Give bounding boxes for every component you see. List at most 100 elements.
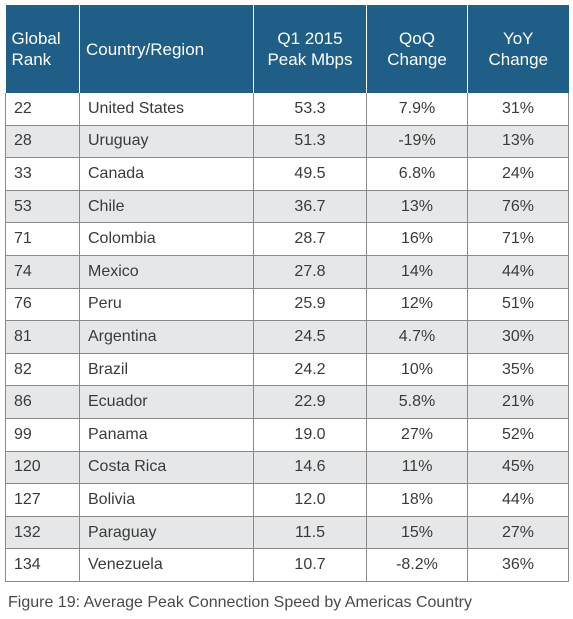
table-row: 22 United States 53.3 7.9% 31% bbox=[5, 93, 569, 126]
cell-peak-mbps: 10.7 bbox=[253, 548, 367, 582]
header-global-rank: Global Rank bbox=[5, 5, 80, 93]
cell-qoq-change: 6.8% bbox=[366, 157, 468, 191]
cell-peak-mbps: 53.3 bbox=[253, 93, 367, 126]
table-row: 82 Brazil 24.2 10% 35% bbox=[5, 353, 569, 387]
table-row: 74 Mexico 27.8 14% 44% bbox=[5, 255, 569, 289]
cell-yoy-change: 30% bbox=[467, 320, 569, 354]
table-row: 53 Chile 36.7 13% 76% bbox=[5, 190, 569, 224]
cell-qoq-change: 4.7% bbox=[366, 320, 468, 354]
cell-country: Bolivia bbox=[79, 483, 254, 517]
cell-country: Colombia bbox=[79, 222, 254, 256]
table-row: 86 Ecuador 22.9 5.8% 21% bbox=[5, 385, 569, 419]
table-row: 120 Costa Rica 14.6 11% 45% bbox=[5, 451, 569, 485]
table-row: 81 Argentina 24.5 4.7% 30% bbox=[5, 320, 569, 354]
header-country-region: Country/Region bbox=[79, 5, 254, 93]
cell-country: Paraguay bbox=[79, 516, 254, 550]
cell-global-rank: 127 bbox=[5, 483, 80, 517]
table-row: 134 Venezuela 10.7 -8.2% 36% bbox=[5, 548, 569, 582]
cell-yoy-change: 44% bbox=[467, 255, 569, 289]
cell-country: Peru bbox=[79, 288, 254, 322]
table-row: 76 Peru 25.9 12% 51% bbox=[5, 288, 569, 322]
cell-country: Uruguay bbox=[79, 125, 254, 159]
cell-country: Costa Rica bbox=[79, 451, 254, 485]
cell-global-rank: 132 bbox=[5, 516, 80, 550]
cell-yoy-change: 44% bbox=[467, 483, 569, 517]
cell-qoq-change: 16% bbox=[366, 222, 468, 256]
cell-qoq-change: 5.8% bbox=[366, 385, 468, 419]
cell-yoy-change: 13% bbox=[467, 125, 569, 159]
cell-yoy-change: 27% bbox=[467, 516, 569, 550]
cell-qoq-change: -8.2% bbox=[366, 548, 468, 582]
cell-global-rank: 22 bbox=[5, 93, 80, 126]
cell-yoy-change: 51% bbox=[467, 288, 569, 322]
cell-yoy-change: 52% bbox=[467, 418, 569, 452]
cell-global-rank: 76 bbox=[5, 288, 80, 322]
cell-global-rank: 71 bbox=[5, 222, 80, 256]
cell-country: Brazil bbox=[79, 353, 254, 387]
cell-yoy-change: 31% bbox=[467, 93, 569, 126]
cell-yoy-change: 71% bbox=[467, 222, 569, 256]
cell-country: Ecuador bbox=[79, 385, 254, 419]
cell-peak-mbps: 25.9 bbox=[253, 288, 367, 322]
cell-qoq-change: 18% bbox=[366, 483, 468, 517]
table-row: 71 Colombia 28.7 16% 71% bbox=[5, 222, 569, 256]
table-body: 22 United States 53.3 7.9% 31% 28 Uruguay 51.3-… bbox=[5, 93, 569, 582]
cell-qoq-change: 12% bbox=[366, 288, 468, 322]
cell-global-rank: 81 bbox=[5, 320, 80, 354]
cell-country: United States bbox=[79, 93, 254, 126]
cell-global-rank: 33 bbox=[5, 157, 80, 191]
cell-global-rank: 134 bbox=[5, 548, 80, 582]
cell-peak-mbps: 51.3 bbox=[253, 125, 367, 159]
cell-qoq-change: 14% bbox=[366, 255, 468, 289]
table-row: 33 Canada 49.5 6.8% 24% bbox=[5, 157, 569, 191]
cell-peak-mbps: 12.0 bbox=[253, 483, 367, 517]
cell-yoy-change: 24% bbox=[467, 157, 569, 191]
header-qoq-change: QoQ Change bbox=[366, 5, 468, 93]
cell-global-rank: 74 bbox=[5, 255, 80, 289]
cell-yoy-change: 76% bbox=[467, 190, 569, 224]
cell-peak-mbps: 24.2 bbox=[253, 353, 367, 387]
cell-peak-mbps: 49.5 bbox=[253, 157, 367, 191]
cell-yoy-change: 35% bbox=[467, 353, 569, 387]
cell-peak-mbps: 19.0 bbox=[253, 418, 367, 452]
cell-country: Venezuela bbox=[79, 548, 254, 582]
cell-qoq-change: 13% bbox=[366, 190, 468, 224]
cell-qoq-change: 15% bbox=[366, 516, 468, 550]
cell-country: Panama bbox=[79, 418, 254, 452]
cell-global-rank: 53 bbox=[5, 190, 80, 224]
header-peak-mbps: Q1 2015 Peak Mbps bbox=[253, 5, 367, 93]
cell-country: Argentina bbox=[79, 320, 254, 354]
cell-yoy-change: 21% bbox=[467, 385, 569, 419]
cell-peak-mbps: 28.7 bbox=[253, 222, 367, 256]
cell-global-rank: 99 bbox=[5, 418, 80, 452]
cell-qoq-change: -19% bbox=[366, 125, 468, 159]
cell-peak-mbps: 36.7 bbox=[253, 190, 367, 224]
cell-global-rank: 28 bbox=[5, 125, 80, 159]
cell-qoq-change: 27% bbox=[366, 418, 468, 452]
figure-caption: Figure 19: Average Peak Connection Speed… bbox=[8, 594, 472, 611]
header-yoy-change: YoY Change bbox=[467, 5, 569, 93]
cell-peak-mbps: 22.9 bbox=[253, 385, 367, 419]
cell-global-rank: 82 bbox=[5, 353, 80, 387]
cell-qoq-change: 10% bbox=[366, 353, 468, 387]
cell-peak-mbps: 11.5 bbox=[253, 516, 367, 550]
table-row: 132 Paraguay 11.5 15% 27% bbox=[5, 516, 569, 550]
cell-qoq-change: 11% bbox=[366, 451, 468, 485]
table-header-row: Global Rank Country/Region Q1 2015 Peak … bbox=[5, 5, 569, 93]
table-row: 127 Bolivia 12.0 18% 44% bbox=[5, 483, 569, 517]
cell-country: Canada bbox=[79, 157, 254, 191]
peak-speed-table: Global Rank Country/Region Q1 2015 Peak … bbox=[5, 5, 569, 582]
cell-global-rank: 120 bbox=[5, 451, 80, 485]
table-row: 28 Uruguay 51.3 -19% 13% bbox=[5, 125, 569, 159]
table-row: 99 Panama 19.0 27% 52% bbox=[5, 418, 569, 452]
cell-global-rank: 86 bbox=[5, 385, 80, 419]
cell-peak-mbps: 24.5 bbox=[253, 320, 367, 354]
cell-country: Chile bbox=[79, 190, 254, 224]
cell-peak-mbps: 27.8 bbox=[253, 255, 367, 289]
cell-peak-mbps: 14.6 bbox=[253, 451, 367, 485]
cell-yoy-change: 45% bbox=[467, 451, 569, 485]
cell-qoq-change: 7.9% bbox=[366, 93, 468, 126]
cell-country: Mexico bbox=[79, 255, 254, 289]
cell-yoy-change: 36% bbox=[467, 548, 569, 582]
